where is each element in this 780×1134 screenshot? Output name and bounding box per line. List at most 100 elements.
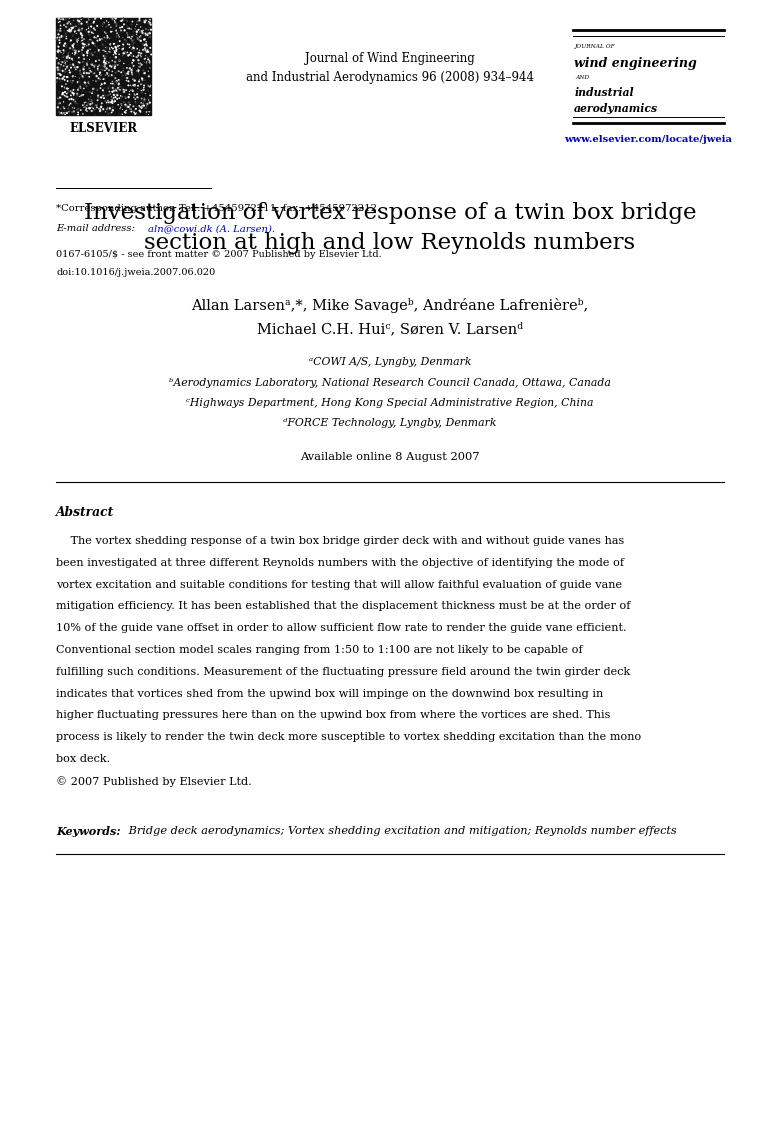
Point	[60, 87, 73, 105]
Text: Allan Larsenᵃ,*, Mike Savageᵇ, Andréane Lafrenièreᵇ,: Allan Larsenᵃ,*, Mike Savageᵇ, Andréane …	[191, 298, 589, 313]
Point	[79, 98, 91, 116]
Point	[116, 68, 129, 86]
Point	[119, 65, 131, 83]
Point	[85, 93, 98, 111]
Point	[87, 101, 100, 119]
Point	[115, 62, 128, 81]
Point	[105, 91, 118, 109]
Point	[101, 33, 113, 51]
Point	[140, 92, 152, 110]
Point	[136, 69, 148, 87]
Point	[129, 104, 142, 122]
Text: ᵇAerodynamics Laboratory, National Research Council Canada, Ottawa, Canada: ᵇAerodynamics Laboratory, National Resea…	[169, 378, 611, 388]
Point	[90, 57, 102, 75]
Point	[90, 48, 103, 66]
Point	[72, 32, 84, 50]
Point	[101, 79, 114, 98]
Point	[86, 31, 98, 49]
Point	[83, 62, 95, 81]
Point	[96, 57, 108, 75]
Point	[100, 29, 112, 48]
Point	[106, 83, 119, 101]
Point	[94, 76, 107, 94]
Point	[78, 50, 90, 68]
Point	[144, 28, 156, 46]
Point	[89, 19, 101, 37]
Point	[90, 79, 103, 98]
Point	[136, 99, 149, 117]
Point	[58, 36, 70, 54]
Point	[128, 33, 140, 51]
Point	[52, 14, 65, 32]
Point	[52, 37, 65, 56]
Point	[115, 99, 127, 117]
Point	[127, 57, 140, 75]
Point	[132, 29, 144, 48]
Point	[116, 41, 129, 59]
Point	[90, 74, 103, 92]
Point	[133, 11, 146, 29]
Point	[84, 99, 97, 117]
Point	[55, 105, 67, 124]
Point	[98, 53, 111, 71]
Point	[80, 36, 93, 54]
Point	[63, 9, 76, 27]
Point	[92, 69, 105, 87]
Point	[70, 24, 83, 42]
Point	[76, 102, 89, 120]
Point	[66, 22, 79, 40]
Point	[110, 73, 122, 91]
Point	[126, 32, 138, 50]
Point	[91, 60, 104, 78]
Point	[140, 46, 152, 65]
Point	[68, 93, 80, 111]
Point	[75, 32, 87, 50]
Point	[126, 66, 138, 84]
Point	[133, 20, 145, 39]
Point	[66, 20, 78, 39]
Point	[130, 62, 143, 81]
Point	[64, 94, 76, 112]
Point	[83, 74, 95, 92]
Point	[144, 76, 157, 94]
Point	[98, 74, 111, 92]
Point	[73, 77, 86, 95]
Point	[59, 10, 72, 28]
Point	[52, 43, 65, 61]
Point	[109, 26, 122, 44]
Point	[108, 66, 121, 84]
Point	[119, 88, 132, 107]
Point	[99, 54, 112, 73]
Point	[107, 79, 119, 98]
Point	[74, 42, 87, 60]
Point	[62, 84, 74, 102]
Point	[78, 9, 90, 27]
Point	[58, 43, 70, 61]
Point	[62, 71, 74, 90]
Point	[103, 93, 115, 111]
Point	[84, 92, 97, 110]
Point	[64, 23, 76, 41]
Point	[130, 16, 143, 34]
Point	[58, 70, 71, 88]
Point	[121, 59, 133, 77]
Point	[133, 58, 145, 76]
Point	[134, 18, 147, 36]
Point	[95, 99, 108, 117]
Point	[86, 100, 98, 118]
Point	[53, 28, 66, 46]
Point	[55, 27, 68, 45]
Point	[55, 56, 67, 74]
Point	[122, 98, 135, 116]
Point	[111, 73, 123, 91]
Point	[105, 75, 117, 93]
Point	[120, 81, 133, 99]
Point	[121, 43, 133, 61]
Point	[76, 16, 88, 34]
Point	[126, 25, 138, 43]
Point	[55, 88, 68, 107]
Point	[85, 92, 98, 110]
Point	[132, 46, 144, 65]
Point	[98, 56, 110, 74]
Point	[90, 39, 103, 57]
